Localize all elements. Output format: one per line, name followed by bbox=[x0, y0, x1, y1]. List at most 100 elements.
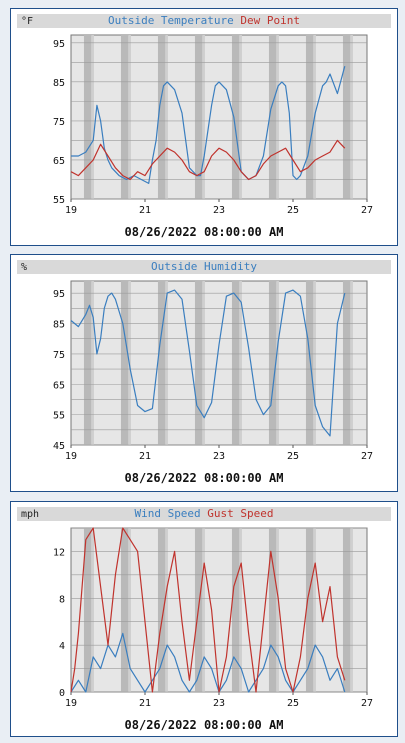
night-band bbox=[305, 35, 314, 199]
night-band bbox=[194, 281, 203, 445]
unit-label: mph bbox=[21, 509, 39, 520]
y-tick-label: 0 bbox=[59, 688, 65, 699]
night-band bbox=[157, 281, 166, 445]
twilight-band bbox=[313, 528, 316, 692]
night-band bbox=[342, 281, 351, 445]
twilight-band bbox=[350, 528, 353, 692]
chart-header-bar bbox=[17, 14, 391, 28]
y-tick-label: 65 bbox=[53, 156, 65, 167]
wind-chart: mph Wind Speed Gust Speed 12 8 4 019 21 23 25 27 0… bbox=[17, 507, 391, 732]
twilight-band bbox=[239, 281, 242, 445]
y-tick-label: 55 bbox=[53, 411, 65, 422]
wind-chart-panel: mph Wind Speed Gust Speed 12 8 4 0 19 21 23 25 27 0… bbox=[10, 501, 398, 737]
x-tick-label: 19 bbox=[65, 205, 77, 216]
night-band bbox=[342, 35, 351, 199]
night-band bbox=[231, 281, 240, 445]
x-tick-label: 27 bbox=[361, 698, 373, 709]
night-band bbox=[157, 35, 166, 199]
night-band bbox=[83, 281, 92, 445]
plot-area bbox=[70, 527, 368, 693]
night-band bbox=[83, 35, 92, 199]
twilight-band bbox=[276, 528, 279, 692]
y-tick-label: 75 bbox=[53, 350, 65, 361]
y-tick-label: 85 bbox=[53, 78, 65, 89]
night-band bbox=[268, 528, 277, 692]
x-tick-label: 25 bbox=[287, 451, 299, 462]
night-band bbox=[120, 281, 129, 445]
y-tick-label: 12 bbox=[53, 547, 65, 558]
chart-header-bar bbox=[17, 507, 391, 521]
twilight-band bbox=[239, 35, 242, 199]
chart-title: Outside Humidity bbox=[151, 260, 257, 273]
y-tick-label: 75 bbox=[53, 117, 65, 128]
twilight-band bbox=[128, 35, 131, 199]
twilight-band bbox=[239, 528, 242, 692]
date-label: 08/26/2022 08:00:00 AM bbox=[125, 225, 284, 239]
twilight-band bbox=[276, 35, 279, 199]
x-tick-label: 21 bbox=[139, 698, 151, 709]
night-band bbox=[120, 528, 129, 692]
night-band bbox=[305, 281, 314, 445]
y-tick-label: 95 bbox=[53, 289, 65, 300]
x-tick-label: 19 bbox=[65, 451, 77, 462]
twilight-band bbox=[202, 281, 205, 445]
y-tick-label: 65 bbox=[53, 380, 65, 391]
title-part: Dew Point bbox=[234, 14, 300, 27]
y-tick-label: 45 bbox=[53, 441, 65, 452]
plot-area bbox=[70, 280, 368, 446]
date-label: 08/26/2022 08:00:00 AM bbox=[125, 718, 284, 732]
x-tick-label: 27 bbox=[361, 205, 373, 216]
chart-header-bar bbox=[17, 260, 391, 274]
night-band bbox=[83, 528, 92, 692]
temperature-chart-panel: °F Outside Temperature Dew Point 95 85 75 65 5… bbox=[10, 8, 398, 246]
night-band bbox=[268, 281, 277, 445]
night-band bbox=[231, 528, 240, 692]
series-line bbox=[70, 632, 346, 693]
y-tick-label: 8 bbox=[59, 594, 65, 605]
y-tick-label: 95 bbox=[53, 39, 65, 50]
title-part: Wind Speed bbox=[134, 507, 200, 520]
x-tick-label: 25 bbox=[287, 205, 299, 216]
night-band bbox=[157, 528, 166, 692]
x-tick-label: 23 bbox=[213, 205, 225, 216]
twilight-band bbox=[202, 528, 205, 692]
night-band bbox=[231, 35, 240, 199]
series-line bbox=[70, 289, 346, 437]
twilight-band bbox=[276, 281, 279, 445]
night-band bbox=[194, 35, 203, 199]
y-tick-label: 4 bbox=[59, 641, 65, 652]
x-tick-label: 27 bbox=[361, 451, 373, 462]
series-line bbox=[70, 139, 346, 181]
unit-label: % bbox=[21, 262, 27, 273]
title-part: Outside Temperature bbox=[108, 14, 234, 27]
twilight-band bbox=[313, 281, 316, 445]
twilight-band bbox=[350, 281, 353, 445]
series-line bbox=[71, 66, 346, 184]
twilight-band bbox=[128, 528, 131, 692]
night-band bbox=[120, 35, 129, 199]
x-tick-label: 25 bbox=[287, 698, 299, 709]
twilight-band bbox=[165, 35, 168, 199]
plot-area bbox=[70, 34, 368, 200]
unit-label: °F bbox=[21, 16, 33, 27]
y-tick-label: 55 bbox=[53, 195, 65, 206]
x-tick-label: 21 bbox=[139, 205, 151, 216]
x-tick-label: 23 bbox=[213, 698, 225, 709]
date-label: 08/26/2022 08:00:00 AM bbox=[125, 471, 284, 485]
x-tick-label: 19 bbox=[65, 698, 77, 709]
night-band bbox=[268, 35, 277, 199]
y-tick-label: 85 bbox=[53, 320, 65, 331]
twilight-band bbox=[165, 528, 168, 692]
twilight-band bbox=[202, 35, 205, 199]
temperature-chart: °F Outside Temperature Dew Point 95 85 75 65 5… bbox=[17, 14, 391, 239]
night-band bbox=[305, 528, 314, 692]
humidity-chart-panel: % Outside Humidity 95 85 75 65 55 45 19 21 23 25 27 0… bbox=[10, 254, 398, 492]
title-part: Gust Speed bbox=[201, 507, 274, 520]
twilight-band bbox=[91, 281, 94, 445]
twilight-band bbox=[91, 528, 94, 692]
x-tick-label: 23 bbox=[213, 451, 225, 462]
series-line bbox=[70, 527, 346, 693]
twilight-band bbox=[165, 281, 168, 445]
chart-title: Outside Temperature Dew Point bbox=[108, 14, 300, 27]
